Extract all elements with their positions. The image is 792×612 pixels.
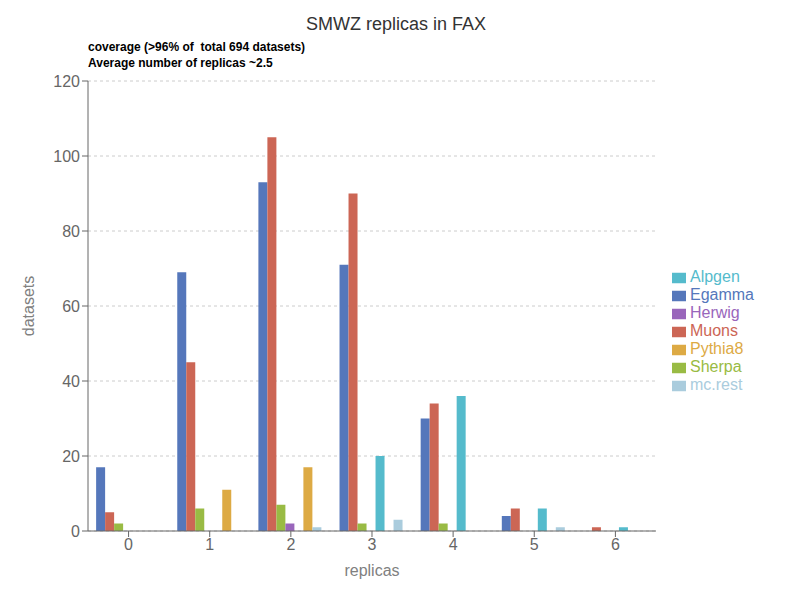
svg-text:3: 3 [368,536,377,553]
svg-text:20: 20 [62,448,80,465]
html-text:SMWZ replicas in FAX: SMWZ replicas in FAX [306,14,486,34]
svg-text:120: 120 [53,73,80,90]
html-text:mc.rest: mc.rest [690,376,743,393]
html-text:Average number of replicas ~2.: Average number of replicas ~2.5 [88,56,273,70]
html-text:coverage (>96% of total 694 da: coverage (>96% of total 694 datasets) [88,40,306,54]
svg-text:2: 2 [286,536,295,553]
svg-text:60: 60 [62,298,80,315]
svg-text:6: 6 [611,536,620,553]
html-text:Alpgen: Alpgen [690,268,740,285]
svg-text:100: 100 [53,148,80,165]
html-text:Sherpa: Sherpa [690,358,742,375]
svg-text:40: 40 [62,373,80,390]
svg-text:80: 80 [62,223,80,240]
html-text:Egamma: Egamma [690,286,754,303]
html-text:Pythia8: Pythia8 [690,340,744,357]
svg-text:0: 0 [71,523,80,540]
svg-text:datasets: datasets [20,276,37,336]
html-text:Muons: Muons [690,322,738,339]
svg-text:0: 0 [124,536,133,553]
svg-text:5: 5 [530,536,539,553]
svg-text:4: 4 [449,536,458,553]
svg-text:replicas: replicas [344,562,399,579]
svg-text:1: 1 [205,536,214,553]
html-text:Herwig: Herwig [690,304,740,321]
